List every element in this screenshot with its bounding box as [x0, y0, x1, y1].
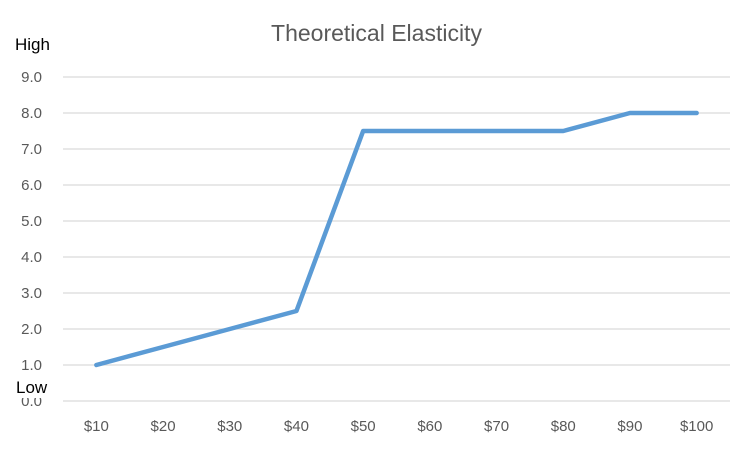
x-tick-label: $100 — [680, 418, 713, 435]
y-tick-label: 1.0 — [21, 357, 42, 374]
y-high-label: High — [13, 35, 52, 55]
y-tick-label: 6.0 — [21, 177, 42, 194]
x-tick-label: $90 — [617, 418, 642, 435]
x-tick-label: $80 — [551, 418, 576, 435]
series-line — [94, 110, 699, 368]
chart-title: Theoretical Elasticity — [271, 20, 482, 46]
y-tick-label: 4.0 — [21, 249, 42, 266]
y-tick-label: 7.0 — [21, 141, 42, 158]
y-low-label: Low — [14, 378, 50, 398]
x-tick-label: $30 — [217, 418, 242, 435]
y-tick-label: 3.0 — [21, 285, 42, 302]
x-tick-label: $40 — [284, 418, 309, 435]
x-tick-label: $50 — [351, 418, 376, 435]
y-tick-label: 8.0 — [21, 105, 42, 122]
x-tick-label: $20 — [151, 418, 176, 435]
y-tick-label: 9.0 — [21, 69, 42, 86]
x-tick-label: $70 — [484, 418, 509, 435]
x-tick-label: $60 — [417, 418, 442, 435]
y-tick-label: 5.0 — [21, 213, 42, 230]
y-tick-label: 2.0 — [21, 321, 42, 338]
x-tick-label: $10 — [84, 418, 109, 435]
